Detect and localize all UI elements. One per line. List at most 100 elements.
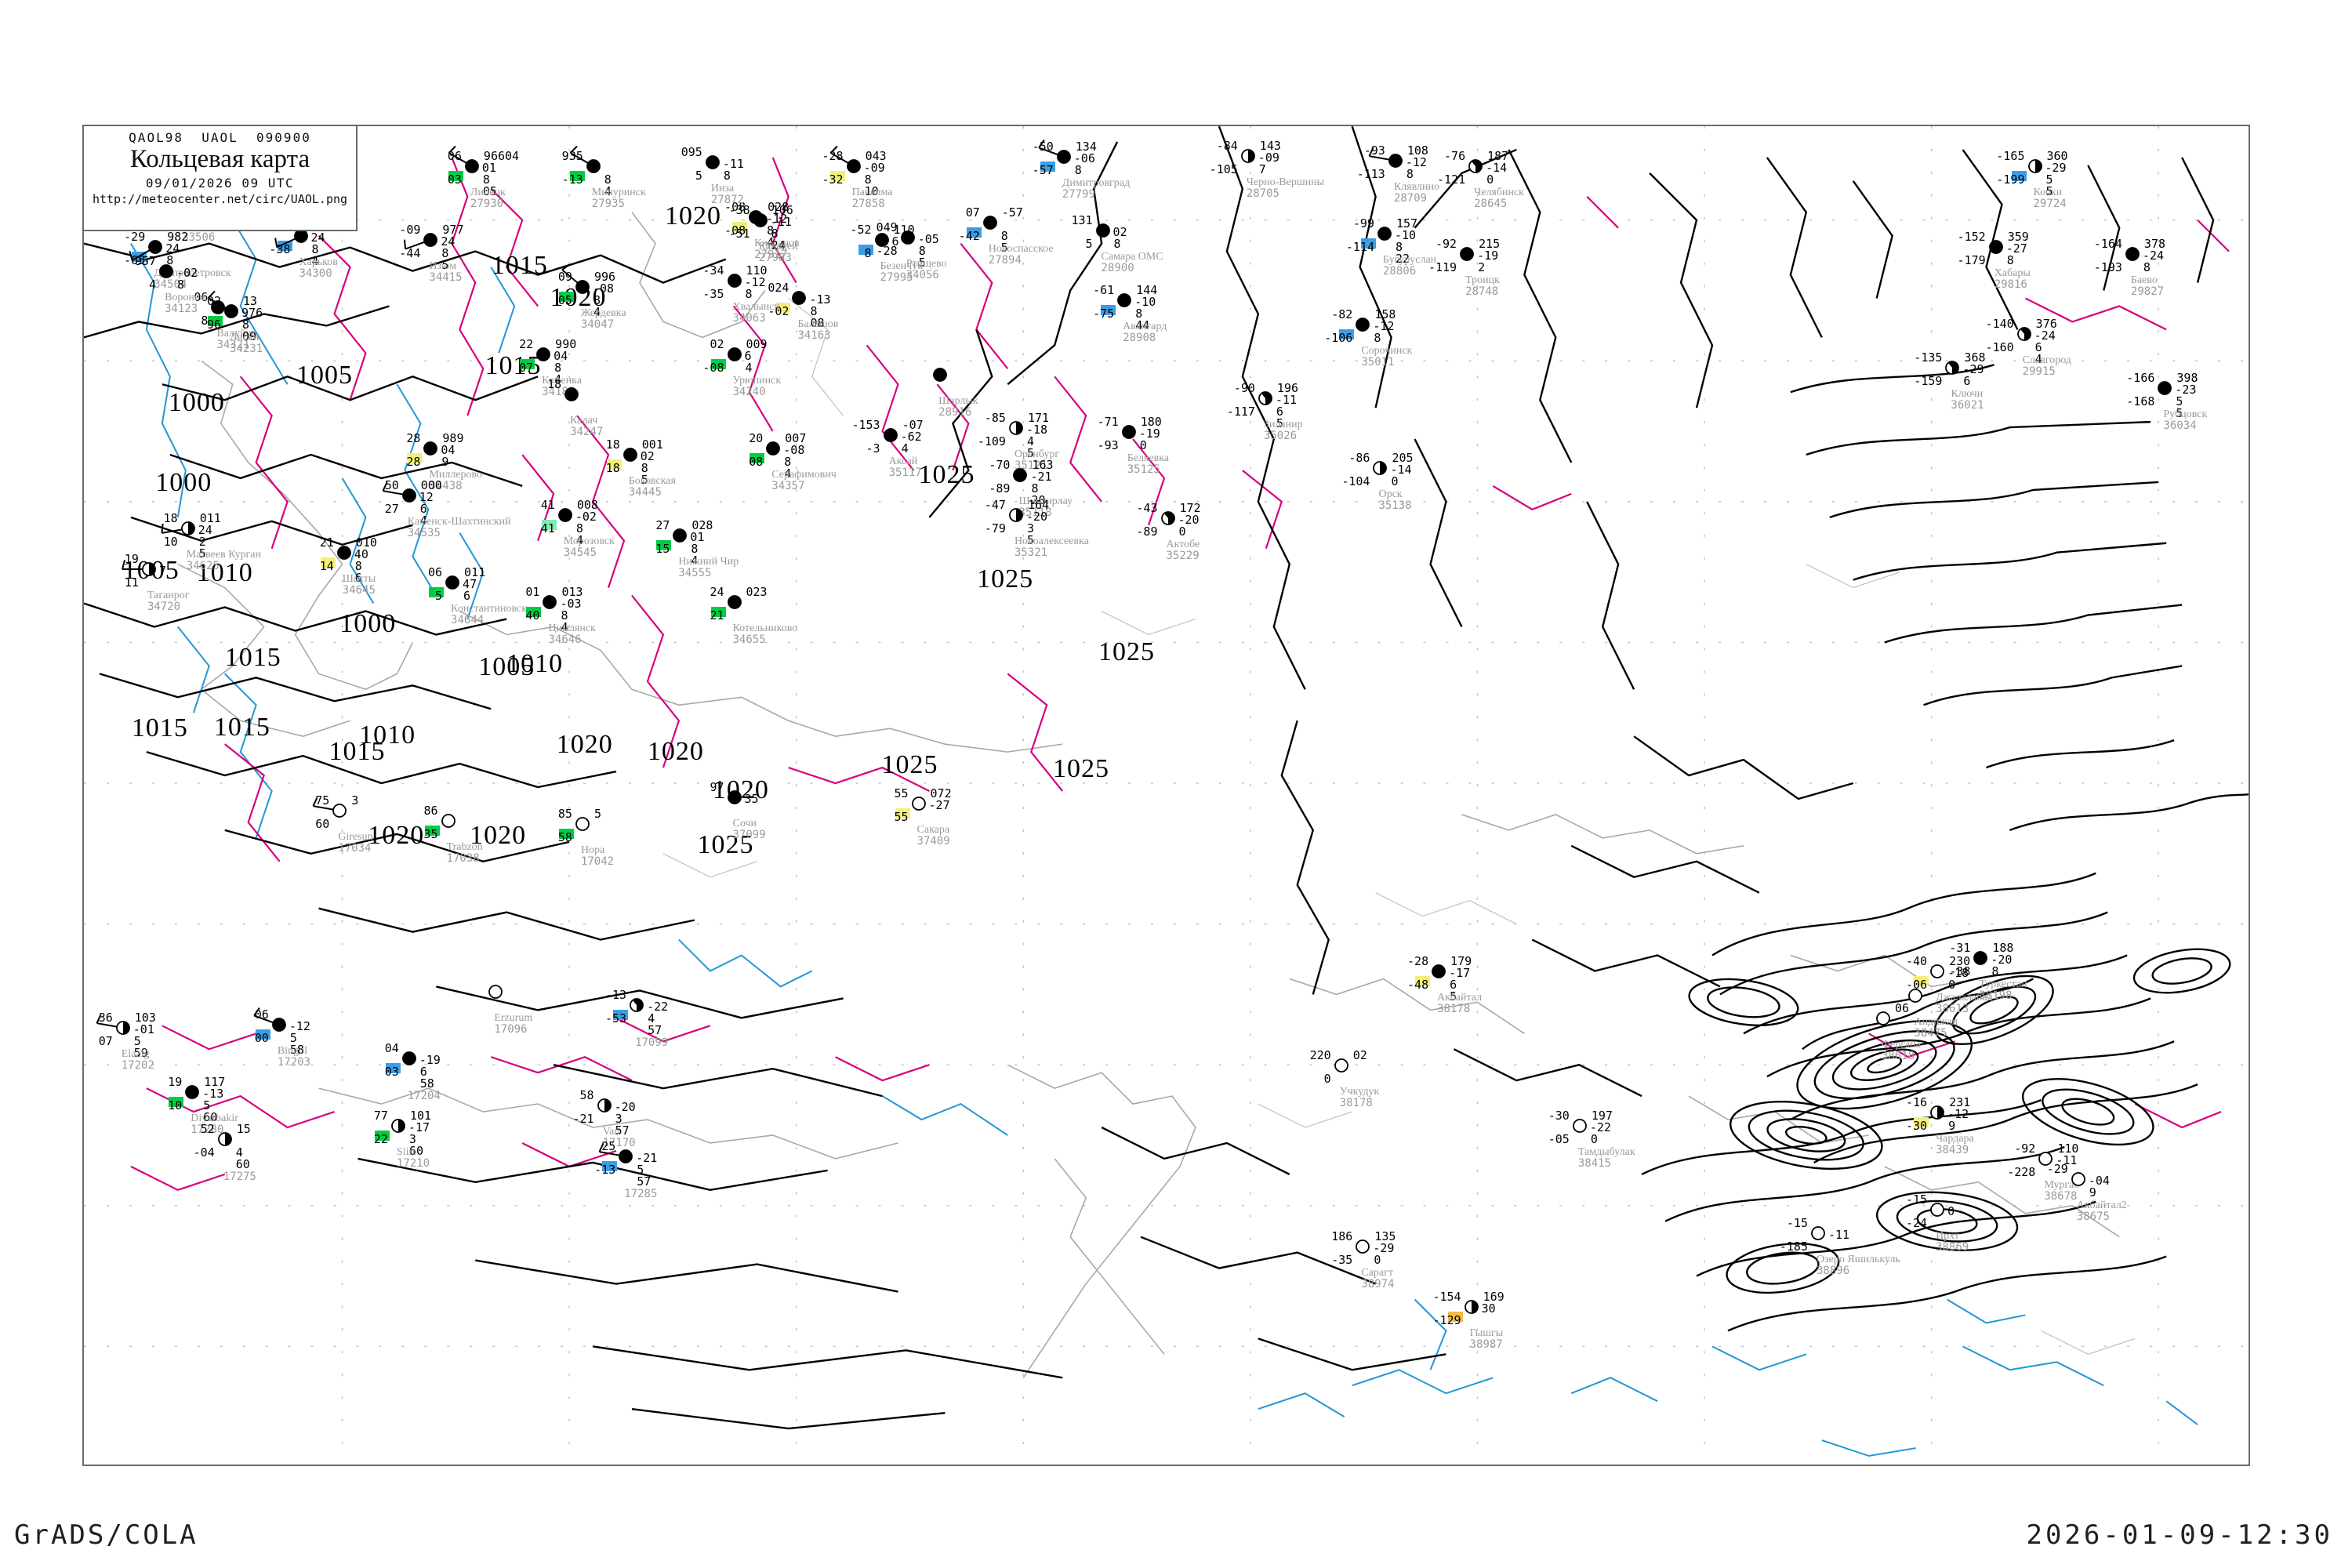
pressure-tendency-value: -12 — [289, 1019, 310, 1034]
cloud-base-value: 8 — [561, 608, 568, 623]
pressure-tendency-value: -03 — [560, 597, 582, 612]
dewpoint-value: -05 — [1548, 1131, 1570, 1146]
station-id: 28645 — [1474, 198, 1508, 211]
station-id: 17042 — [580, 855, 615, 868]
pressure-value: 110 — [746, 263, 768, 278]
pressure-value: 013 — [561, 585, 583, 600]
station-id: 38178 — [1437, 1002, 1471, 1015]
cloud-cover-icon — [1056, 150, 1071, 165]
station-name: Акбайтал — [1437, 991, 1483, 1004]
weather-phenomenon-swatch — [448, 171, 463, 182]
station-id: 34056 — [906, 269, 939, 281]
station-id: 34415 — [429, 271, 463, 285]
valid-datetime: 09/01/2026 09 UTC — [145, 175, 295, 191]
pressure-tendency-value: -20 — [614, 1100, 636, 1115]
low-cloud-value: 5 — [2045, 184, 2053, 199]
station-name: Озеро Яшилькуль — [1817, 1253, 1900, 1265]
dewpoint-value: -121 — [1437, 172, 1466, 187]
cloud-cover-icon — [619, 1149, 633, 1163]
station-name: Инза — [710, 183, 735, 195]
temperature-value: -153 — [851, 417, 880, 432]
temperature-value: -13 — [604, 987, 627, 1002]
station-name: Котельниково — [732, 622, 798, 635]
station-id: 27995 — [880, 271, 913, 285]
station-name: Сорочинск — [1361, 345, 1413, 358]
pressure-tendency-value: -29 — [1962, 361, 1984, 376]
cloud-cover-icon — [900, 230, 915, 245]
station-id: 27917 — [754, 249, 788, 262]
dewpoint-value: 40 — [525, 608, 540, 623]
pressure-value: 990 — [555, 336, 577, 351]
low-cloud-value: 5 — [441, 258, 449, 273]
low-cloud-value: 58 — [289, 1043, 304, 1058]
pressure-tendency-value: -11 — [722, 157, 744, 172]
pressure-value: 187 — [1487, 149, 1509, 164]
pressure-tendency-value: 0 — [1947, 1204, 1955, 1219]
cloud-cover-icon — [1121, 425, 1136, 439]
station-name: Кирсанов — [754, 238, 800, 250]
pressure-tendency-value: -19 — [419, 1053, 441, 1068]
station-name: Баево — [2130, 274, 2158, 286]
cloud-base-value: 0 — [1590, 1131, 1598, 1146]
station-name: Безенчук — [880, 260, 924, 273]
station-id: 38178 — [1339, 1096, 1373, 1109]
cloud-base-value: 2 — [198, 535, 206, 550]
pressure-tendency-value: 976 — [241, 306, 263, 321]
pressure-tendency-value: -29 — [1373, 1240, 1395, 1255]
station-id: 17285 — [624, 1188, 658, 1201]
dewpoint-value: -06 — [1905, 977, 1928, 992]
pressure-tendency-value: 35 — [744, 791, 759, 806]
weather-phenomenon-swatch — [613, 1009, 629, 1020]
station-name: Аксай — [888, 455, 918, 467]
pressure-value: 13 — [243, 294, 258, 309]
dewpoint-value: 10 — [163, 535, 178, 550]
isobars-layer — [84, 126, 2249, 1430]
cloud-cover-icon — [1258, 391, 1272, 406]
cloud-base-value: 8 — [604, 172, 612, 187]
station-id: 34504 — [154, 278, 187, 291]
dewpoint-value: -53 — [604, 1011, 627, 1025]
weather-phenomenon-swatch — [255, 1029, 270, 1040]
pressure-tendency-value: 24 — [165, 241, 180, 256]
pressure-value: 376 — [2035, 317, 2057, 332]
pressure-tendency-value: -11 — [2056, 1153, 2078, 1168]
station-id: 34247 — [570, 426, 604, 439]
temperature-value: -08 — [724, 200, 746, 215]
dewpoint-value: 5 — [1085, 237, 1093, 252]
cloud-cover-icon — [2158, 380, 2172, 395]
station-id: 27799 — [1062, 188, 1095, 201]
station-id: 28748 — [1465, 285, 1499, 298]
isobar-label: 1005 — [478, 652, 535, 681]
weather-phenomenon-swatch — [1415, 975, 1431, 986]
station-name: Bingol — [277, 1045, 307, 1058]
temperature-value: -34 — [702, 263, 724, 278]
station-id: 17170 — [602, 1137, 636, 1150]
cloud-base-value: 8 — [641, 461, 648, 476]
cloud-cover-icon — [883, 427, 898, 442]
temperature-value: 85 — [557, 806, 572, 821]
station-name: Канадей — [758, 240, 798, 252]
temperature-value: 55 — [894, 786, 909, 801]
dewpoint-value: -65 — [124, 252, 146, 267]
cloud-cover-icon — [982, 216, 997, 230]
dewpoint-value: -51 — [728, 226, 750, 241]
pressure-tendency-value: -10 — [1395, 227, 1417, 242]
cloud-base-value: 6 — [1963, 373, 1971, 388]
station-id: 27858 — [851, 198, 885, 211]
station-name: Воронеж — [165, 291, 207, 303]
weather-phenomenon-swatch — [1101, 305, 1116, 316]
pressure-tendency-value: -14 — [1390, 463, 1412, 477]
dewpoint-value: -75 — [1093, 307, 1115, 321]
weather-phenomenon-swatch — [710, 358, 726, 369]
station-name: Новоспасское — [988, 243, 1054, 256]
pressure-tendency-value: -06 — [1073, 151, 1095, 166]
pressure-tendency-value: -17 — [408, 1120, 430, 1134]
dewpoint-value: 60 — [315, 816, 330, 831]
pressure-value: 169 — [1483, 1289, 1504, 1304]
cloud-base-value: 8 — [354, 559, 362, 574]
cloud-cover-icon — [1876, 1011, 1890, 1025]
temperature-value: -50 — [1032, 140, 1054, 154]
temperature-value: 50 — [384, 477, 399, 492]
temperature-value: 21 — [319, 535, 334, 550]
isobar-label: 1015 — [224, 642, 281, 672]
